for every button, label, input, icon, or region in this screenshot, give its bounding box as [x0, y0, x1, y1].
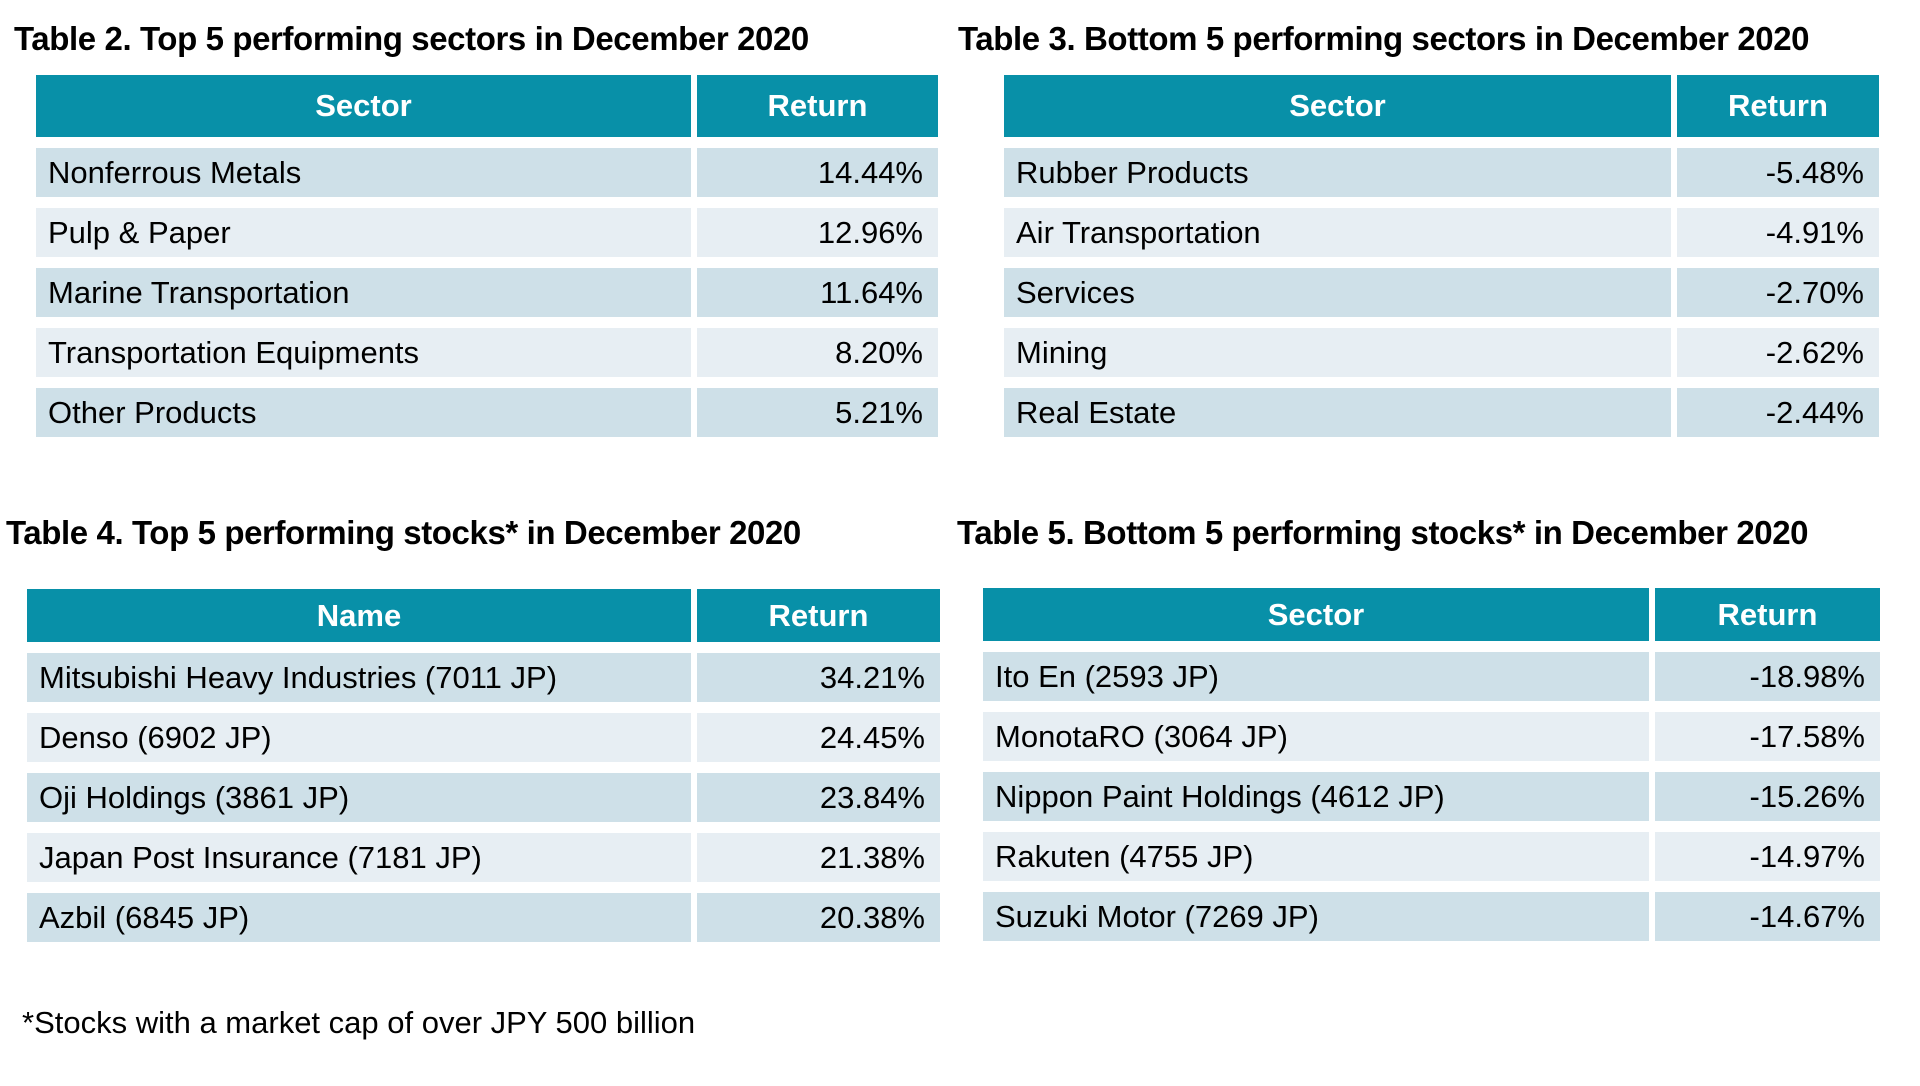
table3-row5-sector: Real Estate	[1004, 388, 1671, 437]
table4-header-return: Return	[697, 589, 940, 642]
table3-header-sector: Sector	[1004, 75, 1671, 137]
table4-title: Table 4. Top 5 performing stocks* in Dec…	[6, 514, 801, 551]
table4-row5-name: Azbil (6845 JP)	[27, 893, 691, 942]
table5-title: Table 5. Bottom 5 performing stocks* in …	[957, 514, 1809, 551]
table4-row1-name: Mitsubishi Heavy Industries (7011 JP)	[27, 653, 691, 702]
table2-row1-return: 14.44%	[697, 148, 938, 197]
table3-row4-return: -2.62%	[1677, 328, 1879, 377]
table4-row2-return: 24.45%	[697, 713, 940, 762]
table3-header-return: Return	[1677, 75, 1879, 137]
table4-row4-name: Japan Post Insurance (7181 JP)	[27, 833, 691, 882]
table2-title: Table 2. Top 5 performing sectors in Dec…	[14, 20, 809, 57]
table4-header-name: Name	[27, 589, 691, 642]
table4-row5-return: 20.38%	[697, 893, 940, 942]
table2-row3-return: 11.64%	[697, 268, 938, 317]
table5-row3-name: Nippon Paint Holdings (4612 JP)	[983, 772, 1649, 821]
table4-row4-return: 21.38%	[697, 833, 940, 882]
table5-row5-name: Suzuki Motor (7269 JP)	[983, 892, 1649, 941]
table3-bottom5-sectors: Sector Return Rubber Products -5.48% Air…	[1004, 75, 1879, 437]
footnote: *Stocks with a market cap of over JPY 50…	[22, 1005, 696, 1040]
table2-row3-sector: Marine Transportation	[36, 268, 691, 317]
table5-row2-return: -17.58%	[1655, 712, 1880, 761]
table3-row1-sector: Rubber Products	[1004, 148, 1671, 197]
table5-header-sector: Sector	[983, 588, 1649, 641]
table5-row5-return: -14.67%	[1655, 892, 1880, 941]
table4-row1-return: 34.21%	[697, 653, 940, 702]
table2-row2-sector: Pulp & Paper	[36, 208, 691, 257]
table2-header-sector: Sector	[36, 75, 691, 137]
table3-row4-sector: Mining	[1004, 328, 1671, 377]
table4-row3-return: 23.84%	[697, 773, 940, 822]
table2-top5-sectors: Sector Return Nonferrous Metals 14.44% P…	[36, 75, 938, 437]
table3-row2-sector: Air Transportation	[1004, 208, 1671, 257]
table2-header-return: Return	[697, 75, 938, 137]
table2-row4-return: 8.20%	[697, 328, 938, 377]
table5-row1-name: Ito En (2593 JP)	[983, 652, 1649, 701]
table4-row2-name: Denso (6902 JP)	[27, 713, 691, 762]
table4-row3-name: Oji Holdings (3861 JP)	[27, 773, 691, 822]
table3-row3-sector: Services	[1004, 268, 1671, 317]
table4-top5-stocks: Name Return Mitsubishi Heavy Industries …	[27, 589, 940, 942]
table3-row1-return: -5.48%	[1677, 148, 1879, 197]
table5-header-return: Return	[1655, 588, 1880, 641]
table3-row2-return: -4.91%	[1677, 208, 1879, 257]
table2-row4-sector: Transportation Equipments	[36, 328, 691, 377]
table2-row5-sector: Other Products	[36, 388, 691, 437]
table3-row5-return: -2.44%	[1677, 388, 1879, 437]
table3-title: Table 3. Bottom 5 performing sectors in …	[958, 20, 1810, 57]
table5-row3-return: -15.26%	[1655, 772, 1880, 821]
table5-row1-return: -18.98%	[1655, 652, 1880, 701]
table5-row4-return: -14.97%	[1655, 832, 1880, 881]
table5-bottom5-stocks: Sector Return Ito En (2593 JP) -18.98% M…	[983, 588, 1880, 941]
table2-row1-sector: Nonferrous Metals	[36, 148, 691, 197]
table5-row2-name: MonotaRO (3064 JP)	[983, 712, 1649, 761]
table2-row5-return: 5.21%	[697, 388, 938, 437]
table2-row2-return: 12.96%	[697, 208, 938, 257]
table5-row4-name: Rakuten (4755 JP)	[983, 832, 1649, 881]
table3-row3-return: -2.70%	[1677, 268, 1879, 317]
